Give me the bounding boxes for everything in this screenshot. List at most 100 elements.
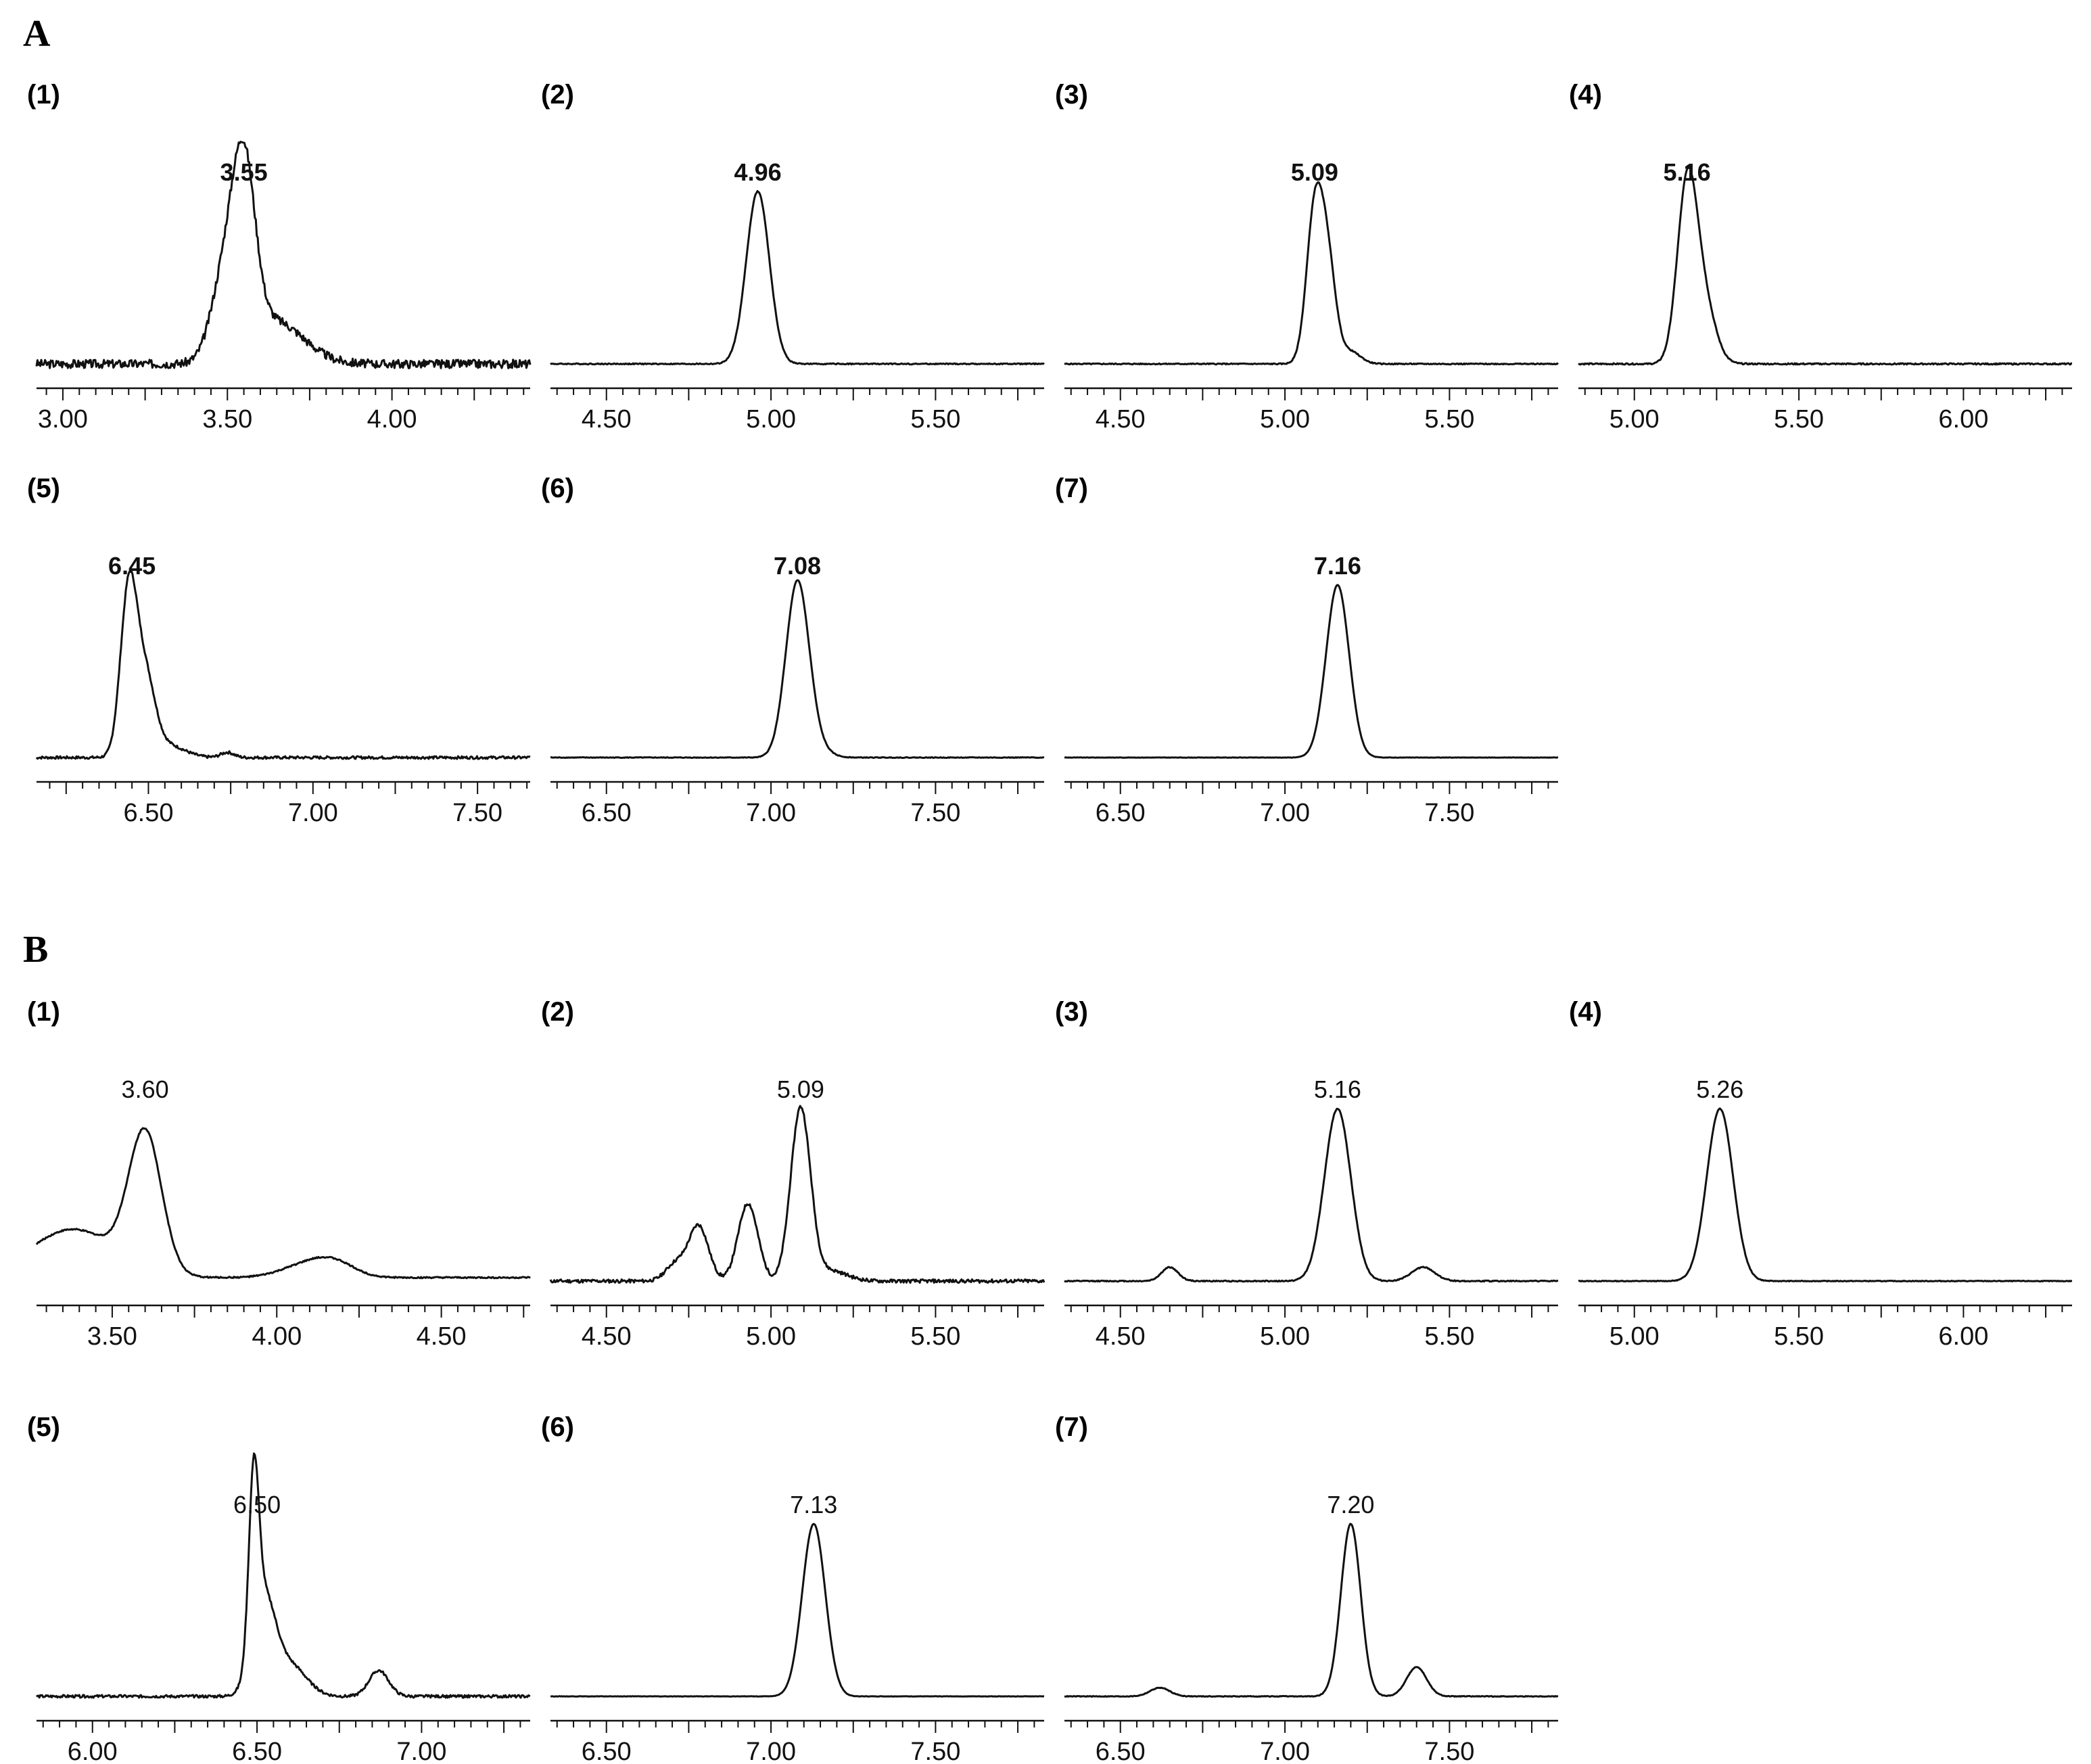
x-tick-label: 3.00 — [38, 405, 88, 434]
panel-label-a4: (4) — [1569, 80, 1602, 110]
peak-label: 6.50 — [233, 1491, 281, 1518]
x-tick-label: 6.50 — [124, 799, 174, 827]
chromatogram-trace — [550, 190, 1045, 366]
x-tick-label: 5.50 — [1774, 405, 1824, 434]
chromatogram-plot-a2: 4.96 4.50 5.00 5.50 — [550, 158, 1045, 434]
panel-label-b1: (1) — [27, 997, 60, 1027]
chromatogram-trace — [550, 579, 1045, 759]
x-tick-label: 6.50 — [1096, 799, 1146, 827]
chromatogram-plot-b6: 7.13 6.50 7.00 7.50 — [550, 1491, 1045, 1764]
x-tick-label: 6.50 — [582, 799, 632, 827]
chromatogram-trace — [1578, 166, 2073, 366]
x-tick-label: 6.00 — [68, 1738, 118, 1764]
chromatogram-plot-b7: 7.20 6.50 7.00 7.50 — [1064, 1491, 1559, 1764]
peak-label: 7.08 — [774, 552, 821, 580]
chromatogram-plot-b3: 5.16 4.50 5.00 5.50 — [1064, 1075, 1559, 1351]
panel-label-a7: (7) — [1055, 473, 1088, 503]
x-tick-label: 4.50 — [417, 1322, 467, 1351]
x-tick-label: 5.50 — [1424, 1322, 1474, 1351]
peak-label: 5.09 — [777, 1075, 824, 1103]
panel-label-b4: (4) — [1569, 997, 1602, 1027]
x-tick-label: 4.00 — [252, 1322, 302, 1351]
panel-label-b7: (7) — [1055, 1412, 1088, 1442]
x-tick-label: 7.50 — [1424, 1738, 1474, 1764]
chromatogram-plot-a6: 7.08 6.50 7.00 7.50 — [550, 552, 1045, 827]
chromatogram-panel-b1: (1) 3.60 3.50 4.00 4.50 — [27, 997, 531, 1351]
x-tick-label: 4.50 — [1096, 1322, 1146, 1351]
x-tick-label: 3.50 — [87, 1322, 137, 1351]
panel-label-a3: (3) — [1055, 80, 1088, 110]
x-tick-label: 4.50 — [582, 1322, 632, 1351]
peak-label: 7.20 — [1327, 1491, 1374, 1518]
chromatogram-trace — [549, 1105, 1046, 1284]
peak-label: 7.16 — [1314, 552, 1361, 580]
x-tick-label: 6.00 — [1938, 1322, 1988, 1351]
figure: A B (1) 3.55 3.00 3.50 4.00 (2) 4.96 4.50 5.00 5.… — [23, 13, 2073, 1764]
chromatogram-panel-a7: (7) 7.16 6.50 7.00 7.50 — [1055, 473, 1559, 827]
chromatogram-trace — [35, 141, 532, 369]
x-tick-label: 5.00 — [1260, 405, 1310, 434]
peak-label: 5.26 — [1696, 1075, 1743, 1103]
chromatogram-trace — [1064, 1107, 1559, 1283]
peak-label: 4.96 — [734, 158, 782, 186]
peak-label: 3.60 — [122, 1075, 169, 1103]
chromatogram-panel-a3: (3) 5.09 4.50 5.00 5.50 — [1055, 80, 1559, 434]
peak-label: 5.16 — [1314, 1075, 1361, 1103]
peak-label: 5.09 — [1291, 158, 1338, 186]
panel-label-a2: (2) — [541, 80, 574, 110]
peak-label: 7.13 — [790, 1491, 837, 1518]
x-tick-label: 5.00 — [746, 1322, 796, 1351]
chromatogram-plot-a7: 7.16 6.50 7.00 7.50 — [1064, 552, 1559, 827]
peak-label: 3.55 — [220, 158, 268, 186]
chromatogram-trace — [35, 1127, 531, 1280]
chromatogram-panel-a1: (1) 3.55 3.00 3.50 4.00 — [27, 80, 532, 434]
x-tick-label: 5.00 — [1610, 405, 1660, 434]
chromatogram-plot-a1: 3.55 3.00 3.50 4.00 — [35, 141, 532, 434]
x-tick-label: 5.00 — [1260, 1322, 1310, 1351]
x-tick-label: 5.50 — [1424, 405, 1474, 434]
x-tick-label: 7.50 — [1424, 799, 1474, 827]
chromatogram-plot-a5: 6.45 6.50 7.00 7.50 — [35, 552, 531, 827]
panel-label-b3: (3) — [1055, 997, 1088, 1027]
x-tick-label: 4.00 — [367, 405, 417, 434]
x-tick-label: 6.50 — [582, 1738, 632, 1764]
x-tick-label: 7.50 — [910, 1738, 960, 1764]
x-tick-label: 5.00 — [746, 405, 796, 434]
chromatogram-plot-b5: 6.50 6.00 6.50 7.00 — [36, 1452, 531, 1764]
x-tick-label: 7.00 — [288, 799, 338, 827]
x-tick-label: 4.50 — [582, 405, 632, 434]
chromatogram-trace — [36, 1452, 531, 1699]
chromatogram-plot-b2: 5.09 4.50 5.00 5.50 — [549, 1075, 1046, 1351]
chromatogram-panel-b3: (3) 5.16 4.50 5.00 5.50 — [1055, 997, 1559, 1351]
x-tick-label: 5.50 — [1774, 1322, 1824, 1351]
chromatogram-trace — [1578, 1107, 2073, 1282]
x-tick-label: 5.50 — [910, 1322, 960, 1351]
panel-label-a6: (6) — [541, 473, 574, 503]
panel-label-b2: (2) — [541, 997, 574, 1027]
x-tick-label: 5.50 — [910, 405, 960, 434]
x-tick-label: 7.50 — [910, 799, 960, 827]
x-tick-label: 7.00 — [746, 799, 796, 827]
x-tick-label: 7.00 — [1260, 799, 1310, 827]
x-tick-label: 4.50 — [1096, 405, 1146, 434]
chromatogram-trace — [1064, 1523, 1559, 1698]
peak-label: 5.16 — [1664, 158, 1711, 186]
chromatogram-panel-a5: (5) 6.45 6.50 7.00 7.50 — [27, 473, 531, 827]
panel-label-a5: (5) — [27, 473, 60, 503]
chromatogram-trace — [1064, 584, 1559, 759]
section-label-a: A — [23, 13, 51, 55]
chromatogram-panel-a4: (4) 5.16 5.00 5.50 6.00 — [1569, 80, 2073, 434]
section-label-b: B — [23, 929, 49, 971]
x-tick-label: 6.00 — [1938, 405, 1988, 434]
x-tick-label: 5.00 — [1610, 1322, 1660, 1351]
chromatogram-panel-a2: (2) 4.96 4.50 5.00 5.50 — [541, 80, 1045, 434]
panel-label-b5: (5) — [27, 1412, 60, 1442]
chromatogram-plot-b1: 3.60 3.50 4.00 4.50 — [35, 1075, 531, 1351]
chromatogram-plot-b4: 5.26 5.00 5.50 6.00 — [1578, 1075, 2073, 1351]
chromatogram-panel-b6: (6) 7.13 6.50 7.00 7.50 — [541, 1412, 1045, 1764]
chromatogram-panel-b5: (5) 6.50 6.00 6.50 7.00 — [27, 1412, 531, 1764]
chromatogram-trace — [35, 570, 531, 760]
x-tick-label: 7.00 — [746, 1738, 796, 1764]
chromatogram-panel-b7: (7) 7.20 6.50 7.00 7.50 — [1055, 1412, 1559, 1764]
chromatogram-plot-a4: 5.16 5.00 5.50 6.00 — [1578, 158, 2073, 434]
